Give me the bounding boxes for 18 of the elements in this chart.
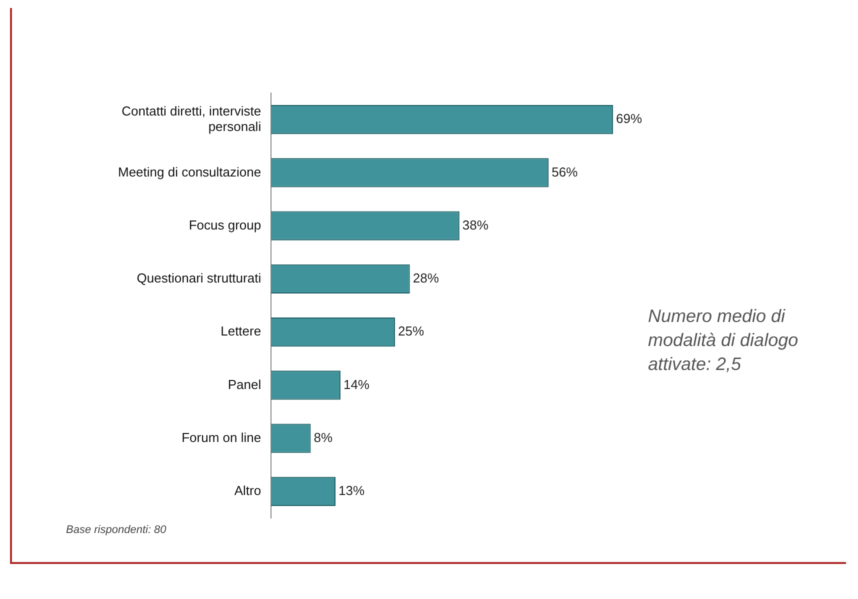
data-label: 14%	[343, 376, 370, 392]
y-tick-label: Focus group	[188, 217, 262, 232]
text: Base rispondenti: 80	[66, 524, 166, 536]
y-tick-label: Forum on line	[182, 430, 262, 445]
data-label: 56%	[552, 164, 578, 180]
data-label: 69%	[616, 111, 643, 126]
y-tick-label: Contatti diretti, interviste personali	[122, 103, 262, 134]
y-tick-label: Panel	[228, 376, 262, 392]
data-label: 28%	[412, 270, 440, 286]
data-label: 25%	[398, 324, 424, 339]
y-tick-label: Questionari strutturati	[136, 270, 262, 286]
data-label: 13%	[338, 483, 365, 498]
text: Numero medio di modalità di dialogo attivate: 2,5	[648, 305, 800, 376]
data-label: 8%	[314, 430, 333, 445]
data-label: 38%	[462, 217, 489, 232]
y-tick-label: Altro	[234, 483, 262, 498]
y-tick-label: Meeting di consultazione	[118, 164, 262, 180]
y-tick-label: Lettere	[220, 324, 262, 339]
